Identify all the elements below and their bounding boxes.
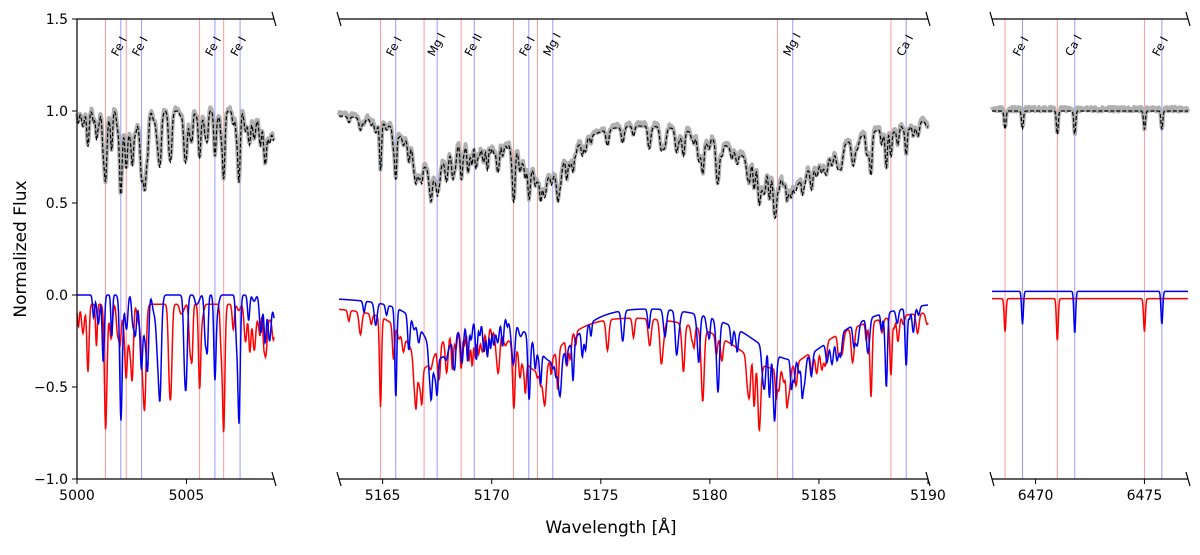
blue-component-series — [992, 290, 1188, 334]
y-axis: 1.5 1.0 0.5 0.0 −0.5 −1.0 — [34, 12, 78, 488]
x-tick-label: 5165 — [365, 488, 401, 504]
axis-break-mark — [271, 11, 277, 27]
y-tick-label: 1.0 — [46, 104, 68, 120]
x-tick-label: 5180 — [692, 488, 728, 504]
y-tick-label: 0.5 — [46, 196, 68, 212]
axis-break-mark — [336, 471, 342, 487]
line-label: Ca I — [893, 32, 916, 58]
x-tick-label: 5000 — [59, 488, 95, 504]
panel-3: Fe I Ca I Fe I 6470 6475 — [989, 11, 1191, 504]
line-label: Fe I — [516, 34, 538, 58]
line-label: Ca I — [1062, 32, 1085, 58]
axis-break-mark — [925, 11, 931, 27]
x-tick-label: 5190 — [910, 488, 946, 504]
line-label: Fe I — [129, 34, 151, 58]
y-axis-title: Normalized Flux — [11, 180, 31, 317]
axis-break-mark — [271, 471, 277, 487]
line-label: Fe I — [1149, 34, 1171, 58]
x-tick-label: 6470 — [1018, 488, 1054, 504]
x-axis-title: Wavelength [Å] — [545, 516, 676, 538]
x-tick-label: 5005 — [169, 488, 205, 504]
line-label: Mg I — [424, 30, 448, 58]
red-component-series — [338, 308, 929, 433]
axis-break-mark — [336, 11, 342, 27]
blue-component-series — [338, 298, 929, 422]
observed-series — [337, 110, 930, 219]
line-label: Fe I — [202, 34, 224, 58]
y-tick-label: −0.5 — [34, 380, 68, 396]
line-label: Fe I — [383, 34, 405, 58]
x-tick-label: 5185 — [801, 488, 837, 504]
blue-component-series — [77, 294, 275, 424]
line-label: Fe II — [462, 31, 485, 58]
line-label: Fe I — [227, 34, 249, 58]
x-tick-label: 6475 — [1127, 488, 1163, 504]
model-series — [338, 115, 929, 220]
axis-break-mark — [1185, 11, 1191, 27]
y-tick-label: 1.5 — [46, 12, 68, 28]
line-label: Fe I — [1010, 34, 1032, 58]
model-series — [992, 110, 1188, 135]
y-tick-label: 0.0 — [46, 288, 68, 304]
line-label: Mg I — [540, 30, 564, 58]
line-label: Mg I — [780, 30, 804, 58]
x-tick-label: 5175 — [583, 488, 619, 504]
axis-break-mark — [989, 471, 995, 487]
axis-break-mark — [1185, 471, 1191, 487]
y-tick-label: −1.0 — [34, 472, 68, 488]
model-series — [76, 110, 275, 196]
observed-series — [75, 105, 276, 195]
axis-break-mark — [989, 11, 995, 27]
x-tick-label: 5170 — [474, 488, 510, 504]
red-component-series — [76, 303, 275, 433]
